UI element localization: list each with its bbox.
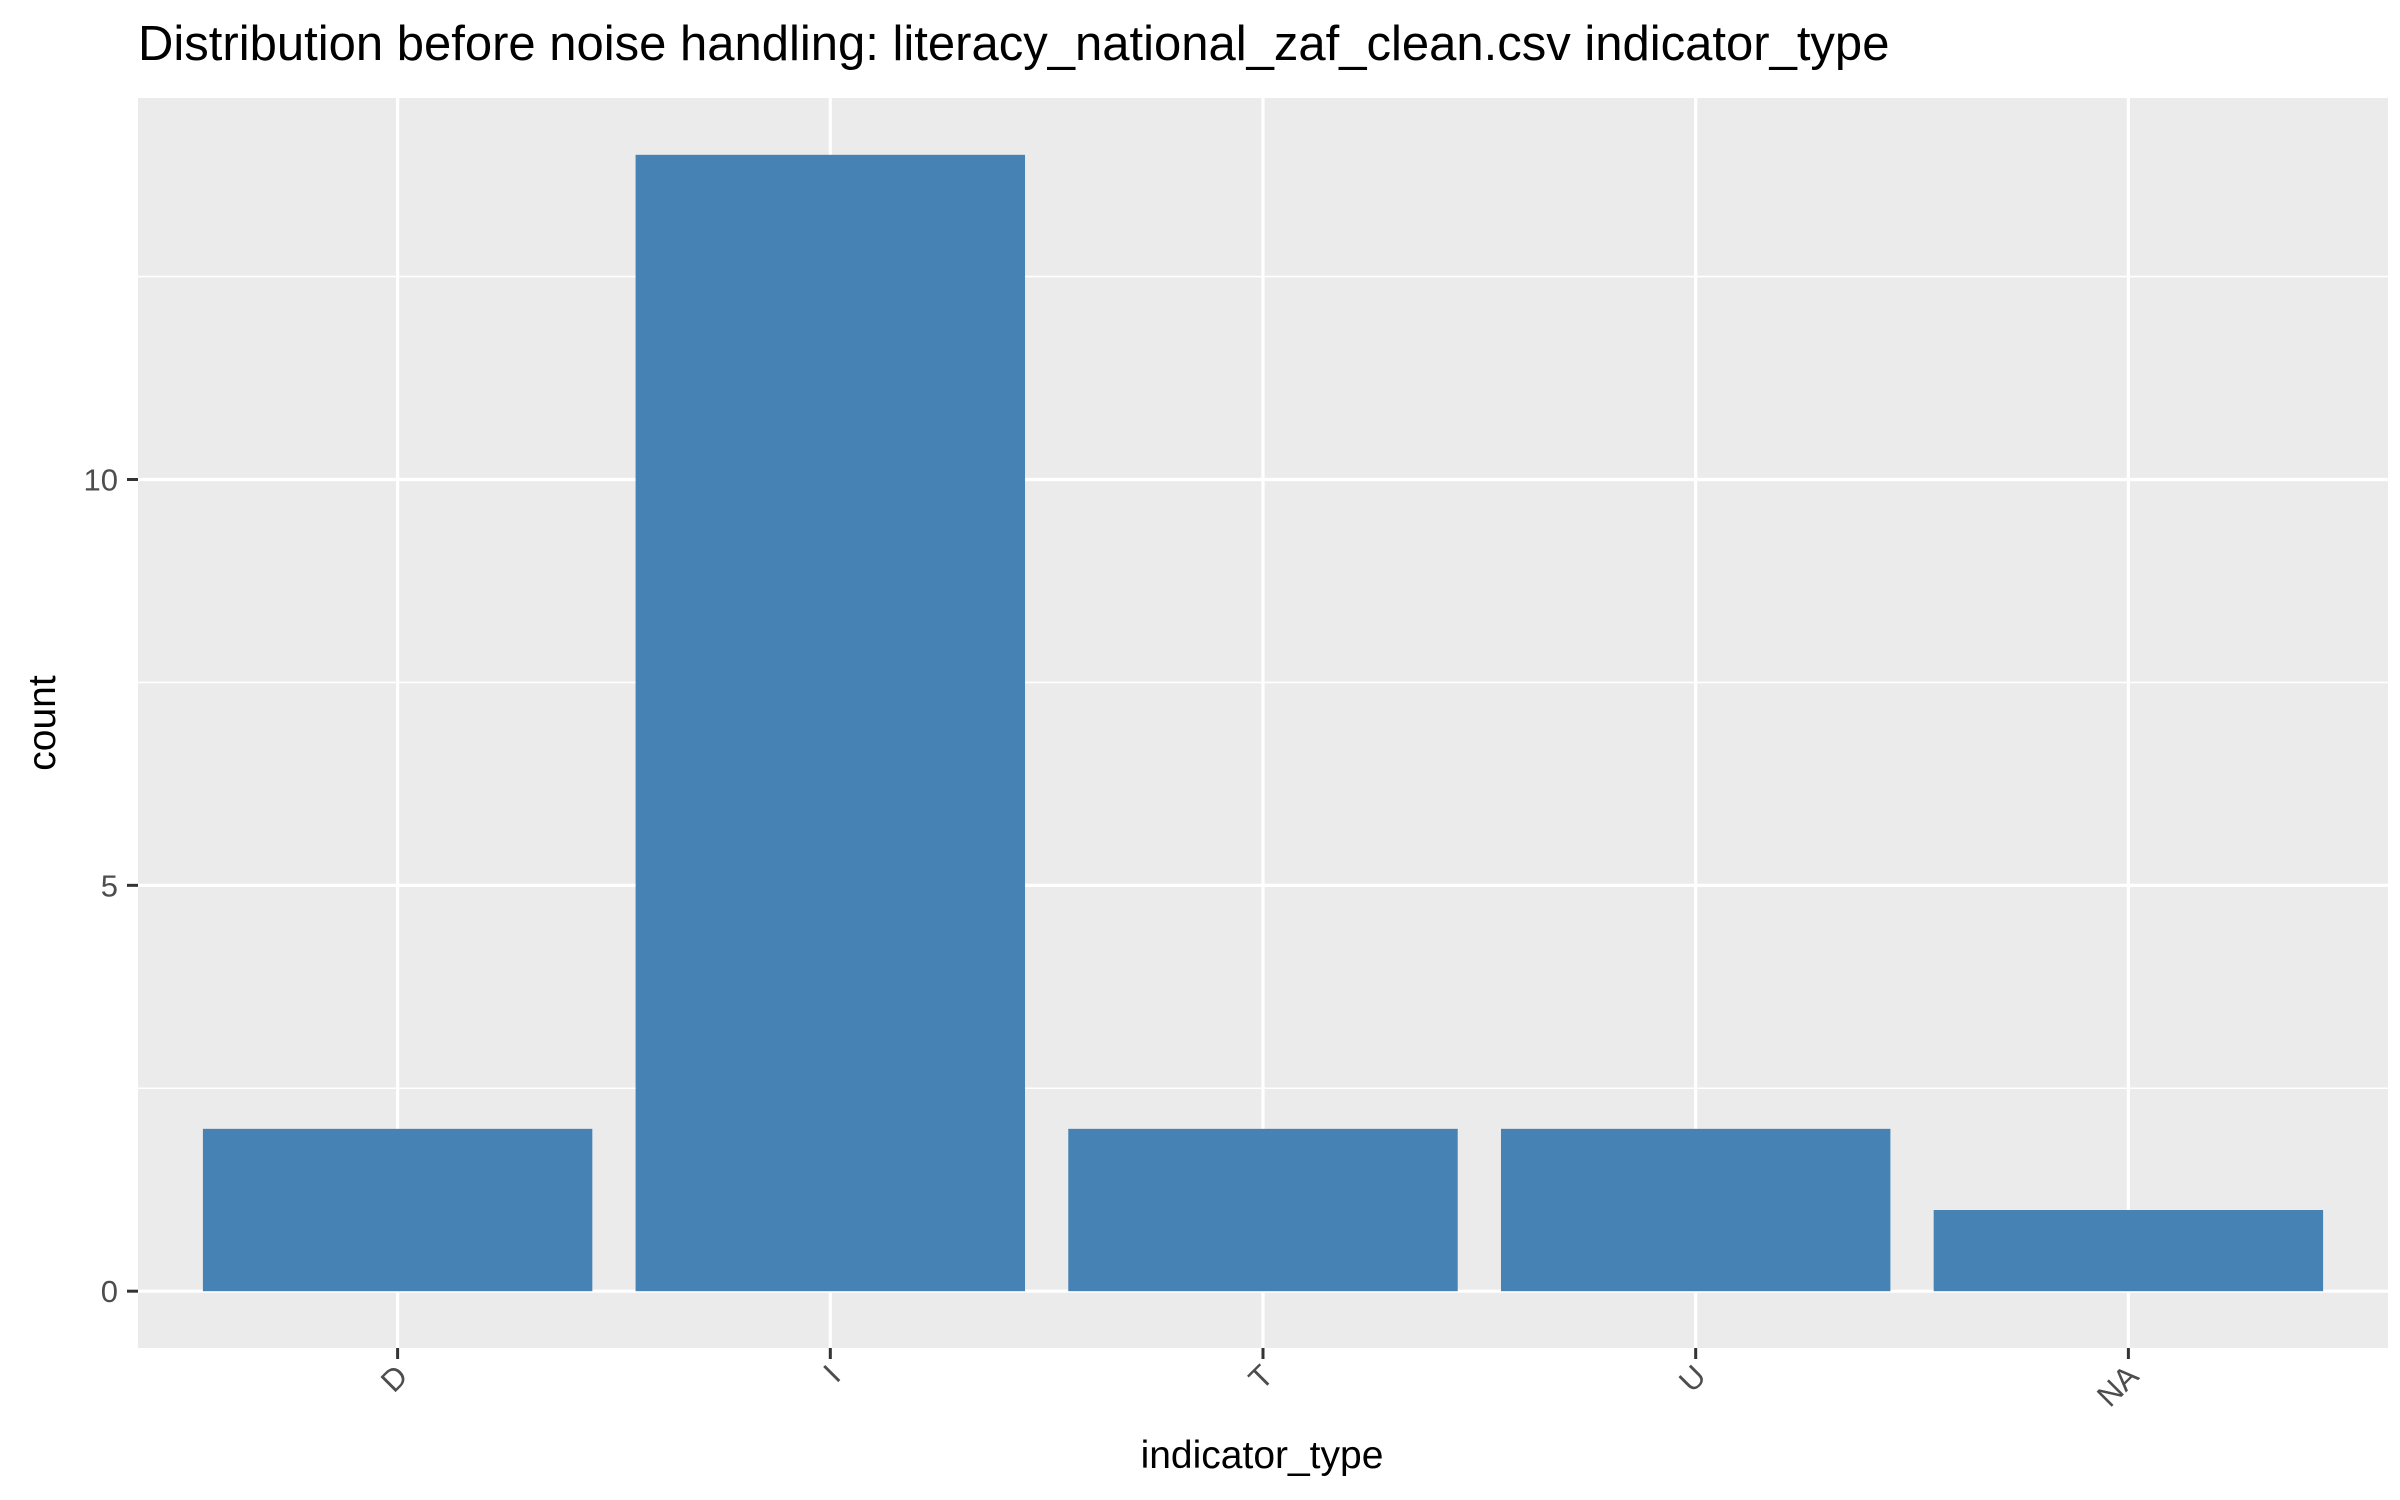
x-tick-label: D — [374, 1358, 415, 1399]
y-tick-label: 0 — [101, 1274, 118, 1309]
x-tick-label: NA — [2090, 1358, 2145, 1413]
x-axis: D I T U NA — [374, 1348, 2146, 1413]
bar-NA — [1933, 1210, 2324, 1292]
bar-U — [1500, 1128, 1891, 1292]
y-tick-label: 10 — [84, 462, 118, 497]
bar-I — [635, 154, 1026, 1292]
y-axis: 0 5 10 — [84, 462, 138, 1309]
bars — [202, 154, 2324, 1292]
y-tick-label: 5 — [101, 868, 118, 903]
bar-T — [1068, 1128, 1458, 1292]
x-tick-label: T — [1242, 1358, 1280, 1396]
x-tick-label: I — [816, 1358, 847, 1389]
x-axis-title: indicator_type — [1141, 1434, 1384, 1477]
bar-D — [202, 1128, 593, 1292]
chart-title: Distribution before noise handling: lite… — [138, 17, 1889, 71]
x-tick-label: U — [1672, 1358, 1713, 1399]
y-axis-title: count — [21, 675, 64, 771]
